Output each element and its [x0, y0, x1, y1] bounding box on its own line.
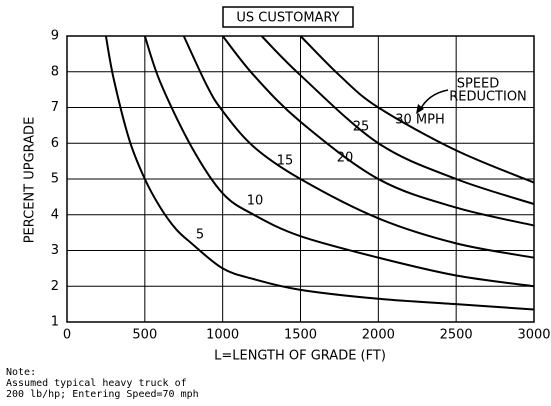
title-box — [222, 6, 354, 28]
curve-label: 25 — [353, 120, 370, 135]
curve — [143, 35, 535, 288]
x-tick-label: 2000 — [362, 328, 395, 343]
y-tick-label: 9 — [51, 29, 59, 44]
curve-label: 20 — [337, 151, 354, 166]
curve-label: 30 MPH — [395, 113, 445, 128]
curve-label: 5 — [196, 228, 204, 243]
curve — [221, 35, 535, 227]
note: Note: — [6, 367, 36, 378]
curve — [182, 35, 535, 259]
y-tick-label: 8 — [51, 64, 59, 79]
x-tick-label: 3000 — [517, 328, 550, 343]
curve — [104, 35, 535, 311]
curve — [260, 35, 535, 205]
y-axis-label: PERCENT UPGRADE — [23, 117, 38, 244]
note: 200 lb/hp; Entering Speed=70 mph — [6, 389, 199, 400]
note: Assumed typical heavy truck of — [6, 378, 187, 389]
x-axis-label: L=LENGTH OF GRADE (FT) — [214, 349, 386, 364]
y-tick-label: 7 — [51, 100, 59, 115]
arrow-head — [416, 104, 424, 114]
x-tick-label: 2500 — [440, 328, 473, 343]
curve-label: 15 — [277, 154, 294, 169]
x-tick-label: 1000 — [206, 328, 239, 343]
y-tick-label: 4 — [51, 207, 59, 222]
annotation: SPEED — [457, 77, 500, 92]
curve-label: 10 — [247, 194, 264, 209]
y-tick-label: 5 — [51, 172, 59, 187]
x-tick-label: 1500 — [284, 328, 317, 343]
chart-title: US CUSTOMARY — [236, 11, 339, 26]
curve — [299, 35, 535, 184]
y-tick-label: 3 — [51, 243, 59, 258]
y-tick-label: 1 — [51, 315, 59, 330]
y-tick-label: 6 — [51, 136, 59, 151]
x-tick-label: 500 — [132, 328, 157, 343]
y-tick-label: 2 — [51, 279, 59, 294]
x-tick-label: 0 — [63, 328, 71, 343]
annotation: REDUCTION — [449, 90, 527, 105]
